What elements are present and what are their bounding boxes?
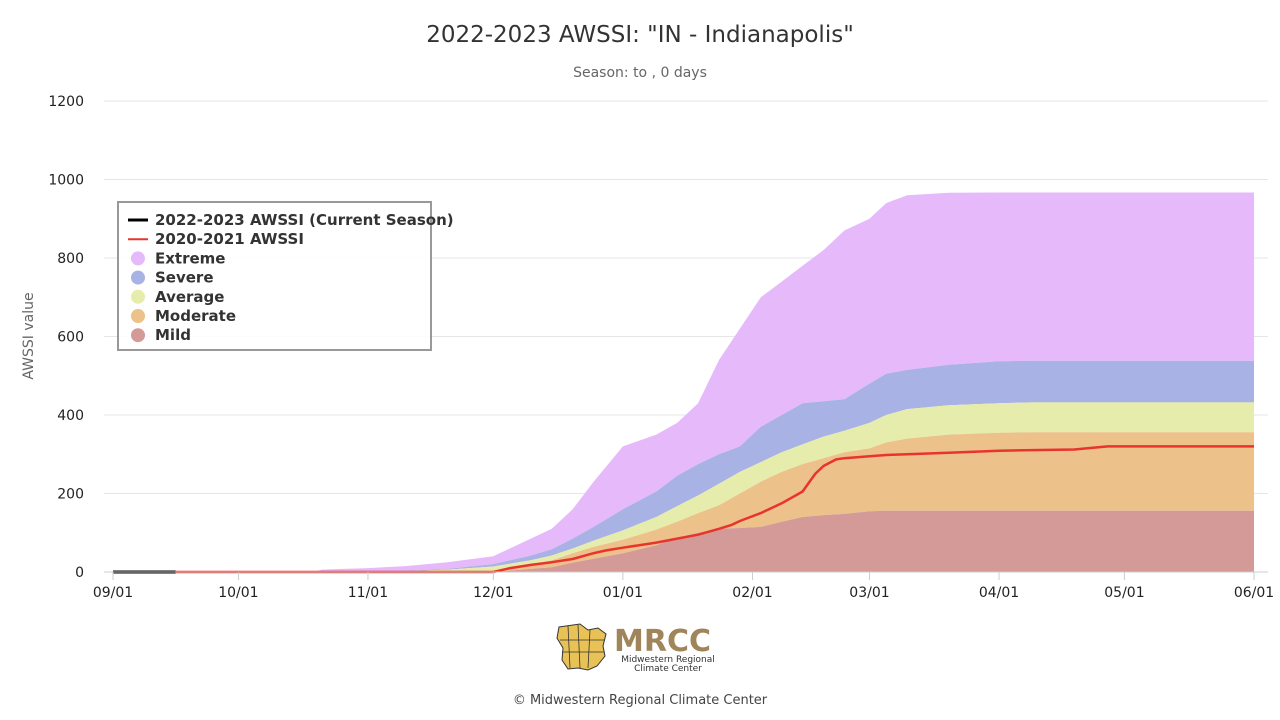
series-line-2020-2021 (175, 445, 1254, 574)
x-tick-label: 11/01 (348, 585, 388, 601)
band-severe (113, 360, 1254, 572)
y-tick-label: 1000 (48, 173, 84, 189)
legend-label: Moderate (155, 307, 236, 325)
y-tick-label: 600 (57, 330, 84, 346)
band-mild (113, 510, 1254, 572)
x-tick-label: 05/01 (1104, 585, 1144, 601)
chart-title: 2022-2023 AWSSI: "IN - Indianapolis" (426, 22, 854, 48)
band-moderate (113, 432, 1254, 572)
legend-item[interactable]: 2022-2023 AWSSI (Current Season) (128, 211, 454, 229)
legend-item[interactable]: Severe (131, 269, 214, 287)
legend-dot-swatch (131, 309, 145, 323)
legend-label: Severe (155, 269, 214, 287)
legend-dot-swatch (131, 328, 145, 343)
legend-label: Extreme (155, 249, 225, 267)
band-extreme (113, 192, 1254, 572)
legend-label: Average (155, 288, 224, 306)
chart-subtitle: Season: to , 0 days (573, 65, 707, 81)
legend-item[interactable]: 2020-2021 AWSSI (128, 230, 304, 248)
band-average (113, 402, 1254, 572)
x-tick-label: 09/01 (93, 585, 133, 601)
legend-dot-swatch (131, 251, 145, 266)
axes: 0 200 400 600 800 1000 1200 09/01 10/01 11/01 12/0… (48, 94, 1274, 601)
legend-item[interactable]: Moderate (131, 307, 236, 325)
midwest-map-icon (556, 623, 607, 671)
y-tick-label: 200 (57, 487, 84, 503)
x-tick-label: 02/01 (732, 585, 772, 601)
legend-box (117, 201, 432, 351)
legend[interactable]: 2022-2023 AWSSI (Current Season)2020-202… (117, 201, 454, 351)
legend-dot-swatch (131, 289, 145, 304)
legend-item[interactable]: Average (131, 288, 224, 306)
midwest-map-borders (560, 624, 604, 669)
x-tick-label: 12/01 (473, 585, 513, 601)
y-tick-label: 0 (75, 565, 84, 581)
logo-line-1: Midwestern Regional (621, 655, 715, 665)
legend-dot-swatch (131, 270, 145, 285)
x-tick-label: 04/01 (979, 585, 1019, 601)
x-tick-label: 03/01 (849, 585, 889, 601)
legend-label: 2020-2021 AWSSI (155, 230, 304, 248)
legend-label: 2022-2023 AWSSI (Current Season) (155, 211, 454, 229)
mrcc-logo[interactable]: MRCC Midwestern Regional Climate Center (556, 623, 715, 674)
logo-wordmark: MRCC (614, 624, 711, 659)
y-tick-label: 400 (57, 408, 84, 424)
band-areas (113, 192, 1254, 572)
legend-item[interactable]: Extreme (131, 249, 225, 267)
y-tick-label: 1200 (48, 94, 84, 110)
logo-line-2: Climate Center (634, 664, 702, 674)
legend-item[interactable]: Mild (131, 326, 191, 344)
legend-label: Mild (155, 326, 191, 344)
y-tick-label: 800 (57, 251, 84, 267)
x-tick-label: 06/01 (1234, 585, 1274, 601)
y-axis-title: AWSSI value (21, 292, 37, 379)
credit-text[interactable]: © Midwestern Regional Climate Center (513, 693, 768, 708)
x-tick-label: 01/01 (603, 585, 643, 601)
x-tick-label: 10/01 (218, 585, 258, 601)
